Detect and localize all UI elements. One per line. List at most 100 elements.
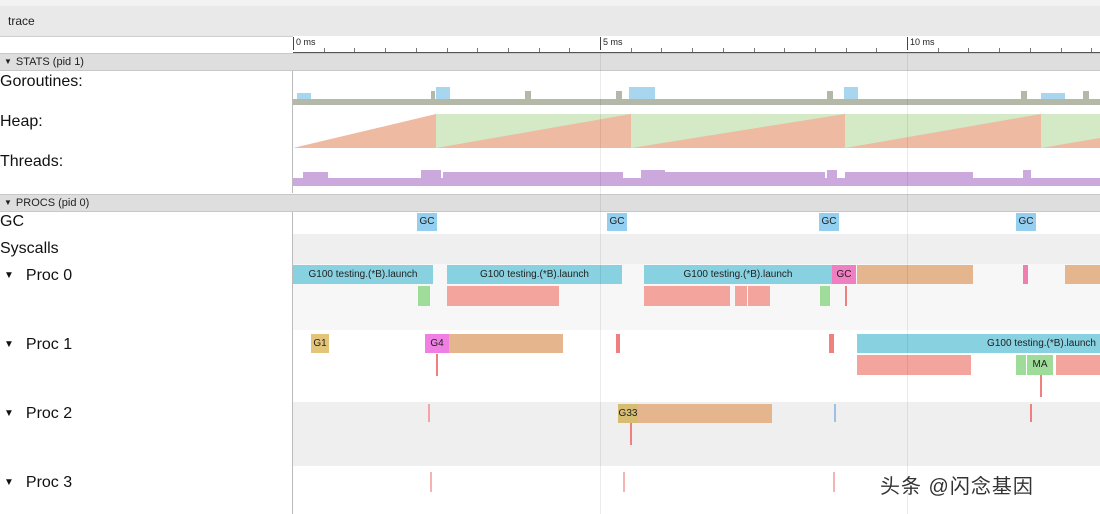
proc1-slice-small[interactable]	[829, 334, 834, 353]
procs-section-header[interactable]: ▼ PROCS (pid 0)	[0, 194, 1100, 212]
goroutines-spike	[525, 91, 531, 99]
proc2-slice-goroutine[interactable]	[638, 404, 772, 423]
ruler-minor-tick	[415, 48, 417, 52]
proc0-slice-goroutine[interactable]	[1065, 265, 1100, 284]
heap-alloc-area	[293, 114, 436, 148]
heap-alloc-area	[1041, 138, 1100, 148]
goroutines-runnable	[844, 87, 858, 99]
proc1-slice-goroutine[interactable]	[449, 334, 563, 353]
proc0-slice-g100[interactable]: G100 testing.(*B).launch	[447, 265, 622, 284]
proc0-slice-small[interactable]	[1023, 265, 1028, 284]
procs-label-panel: GC Syscalls ▼ Proc 0 ▼ Proc 1 ▼ Proc 2 ▼ Pro…	[0, 212, 293, 514]
heap-next-gc-area	[1041, 114, 1100, 148]
ruler-minor-tick	[507, 48, 509, 52]
ruler-minor-tick	[323, 48, 325, 52]
heap-track[interactable]	[293, 110, 1100, 148]
proc1-slice-small[interactable]	[616, 334, 620, 353]
gc-row-band	[293, 212, 1100, 234]
syscalls-row-label: Syscalls	[0, 240, 59, 257]
proc0-syscall-bar	[447, 286, 559, 306]
expand-triangle-icon[interactable]: ▼	[4, 270, 14, 281]
proc2-event-line	[630, 423, 632, 445]
proc1-slice-g1[interactable]: G1	[311, 334, 329, 353]
threads-spike	[303, 172, 328, 178]
ruler-minor-tick	[722, 48, 724, 52]
goroutines-spike	[1021, 91, 1027, 99]
goroutines-spike	[616, 91, 622, 99]
app-title: trace	[8, 14, 35, 28]
goroutines-track[interactable]	[293, 71, 1100, 109]
threads-track[interactable]	[293, 150, 1100, 190]
goroutines-runnable	[629, 87, 655, 99]
syscalls-row-band	[293, 234, 1100, 264]
proc1-syscall-bar	[1056, 355, 1100, 375]
proc0-ssa-bar	[418, 286, 430, 306]
proc1-ssa-bar	[1016, 355, 1026, 375]
ruler-minor-tick	[661, 48, 663, 52]
ruler-minor-tick	[814, 48, 816, 52]
ruler-minor-tick	[538, 48, 540, 52]
goroutines-label: Goroutines:	[0, 73, 83, 90]
ruler-minor-tick	[477, 48, 479, 52]
gc-event[interactable]: GC	[1016, 213, 1036, 231]
threads-spike	[845, 172, 973, 178]
time-ruler[interactable]: 0 ms 5 ms 10 ms	[293, 36, 1100, 53]
threads-spike	[443, 172, 623, 178]
gc-event[interactable]: GC	[819, 213, 839, 231]
proc1-slice-g4[interactable]: G4	[425, 334, 449, 353]
proc0-slice-g100[interactable]: G100 testing.(*B).launch	[644, 265, 832, 284]
threads-area	[293, 178, 1100, 186]
ruler-minor-tick	[937, 48, 939, 52]
ruler-minor-tick	[968, 48, 970, 52]
stats-section-header[interactable]: ▼ STATS (pid 1)	[0, 53, 1100, 71]
stats-label-panel: Goroutines: Heap: Threads:	[0, 71, 293, 193]
procs-section-label: ▼ PROCS (pid 0)	[4, 197, 90, 209]
proc3-event-line	[623, 472, 625, 492]
proc3-event-line	[833, 472, 835, 492]
expand-triangle-icon[interactable]: ▼	[4, 339, 14, 350]
proc3-label[interactable]: ▼ Proc 3	[4, 474, 73, 491]
gc-event[interactable]: GC	[417, 213, 437, 231]
threads-spike	[665, 172, 825, 178]
goroutines-runnable	[297, 93, 311, 99]
proc2-event-line	[428, 404, 430, 422]
proc0-slice-goroutine[interactable]	[857, 265, 973, 284]
watermark-text: 头条 @闪念基因	[880, 476, 1034, 498]
gc-event[interactable]: GC	[607, 213, 627, 231]
collapse-triangle-icon[interactable]: ▼	[4, 198, 12, 207]
proc2-label[interactable]: ▼ Proc 2	[4, 405, 73, 422]
proc0-event-line	[845, 286, 847, 306]
heap-alloc-area	[845, 114, 1041, 148]
ruler-tick-10: 10 ms	[907, 37, 935, 50]
proc3-row-band	[293, 466, 1100, 514]
ruler-minor-tick	[630, 48, 632, 52]
heap-chart	[293, 114, 1100, 148]
goroutines-spike	[431, 91, 435, 99]
collapse-triangle-icon[interactable]: ▼	[4, 57, 12, 66]
title-bar: trace	[0, 6, 1100, 37]
proc0-slice-gc[interactable]: GC	[832, 265, 856, 284]
expand-triangle-icon[interactable]: ▼	[4, 408, 14, 419]
ruler-tick-0: 0 ms	[293, 37, 316, 50]
goroutines-spike	[827, 91, 833, 99]
goroutines-spike	[1083, 91, 1089, 99]
ruler-minor-tick	[1060, 48, 1062, 52]
ruler-minor-tick	[876, 48, 878, 52]
proc0-slice-g100[interactable]: G100 testing.(*B).launch	[293, 265, 433, 284]
proc1-event-line	[1040, 375, 1042, 397]
expand-triangle-icon[interactable]: ▼	[4, 477, 14, 488]
gc-row-label: GC	[0, 213, 24, 230]
heap-alloc-area	[631, 114, 845, 148]
proc0-ssa-bar	[820, 286, 830, 306]
threads-spike	[827, 170, 837, 178]
proc0-label[interactable]: ▼ Proc 0	[4, 267, 73, 284]
threads-spike	[641, 170, 665, 178]
ruler-minor-tick	[784, 48, 786, 52]
proc1-slice-ma[interactable]: MA	[1027, 355, 1053, 375]
proc1-slice-g100[interactable]: G100 testing.(*B).launch	[857, 334, 1100, 353]
proc2-slice-g33[interactable]: G33	[618, 404, 638, 423]
proc1-label[interactable]: ▼ Proc 1	[4, 336, 73, 353]
proc3-event-line	[430, 472, 432, 492]
ruler-minor-tick	[354, 48, 356, 52]
stats-section-label: ▼ STATS (pid 1)	[4, 56, 84, 68]
